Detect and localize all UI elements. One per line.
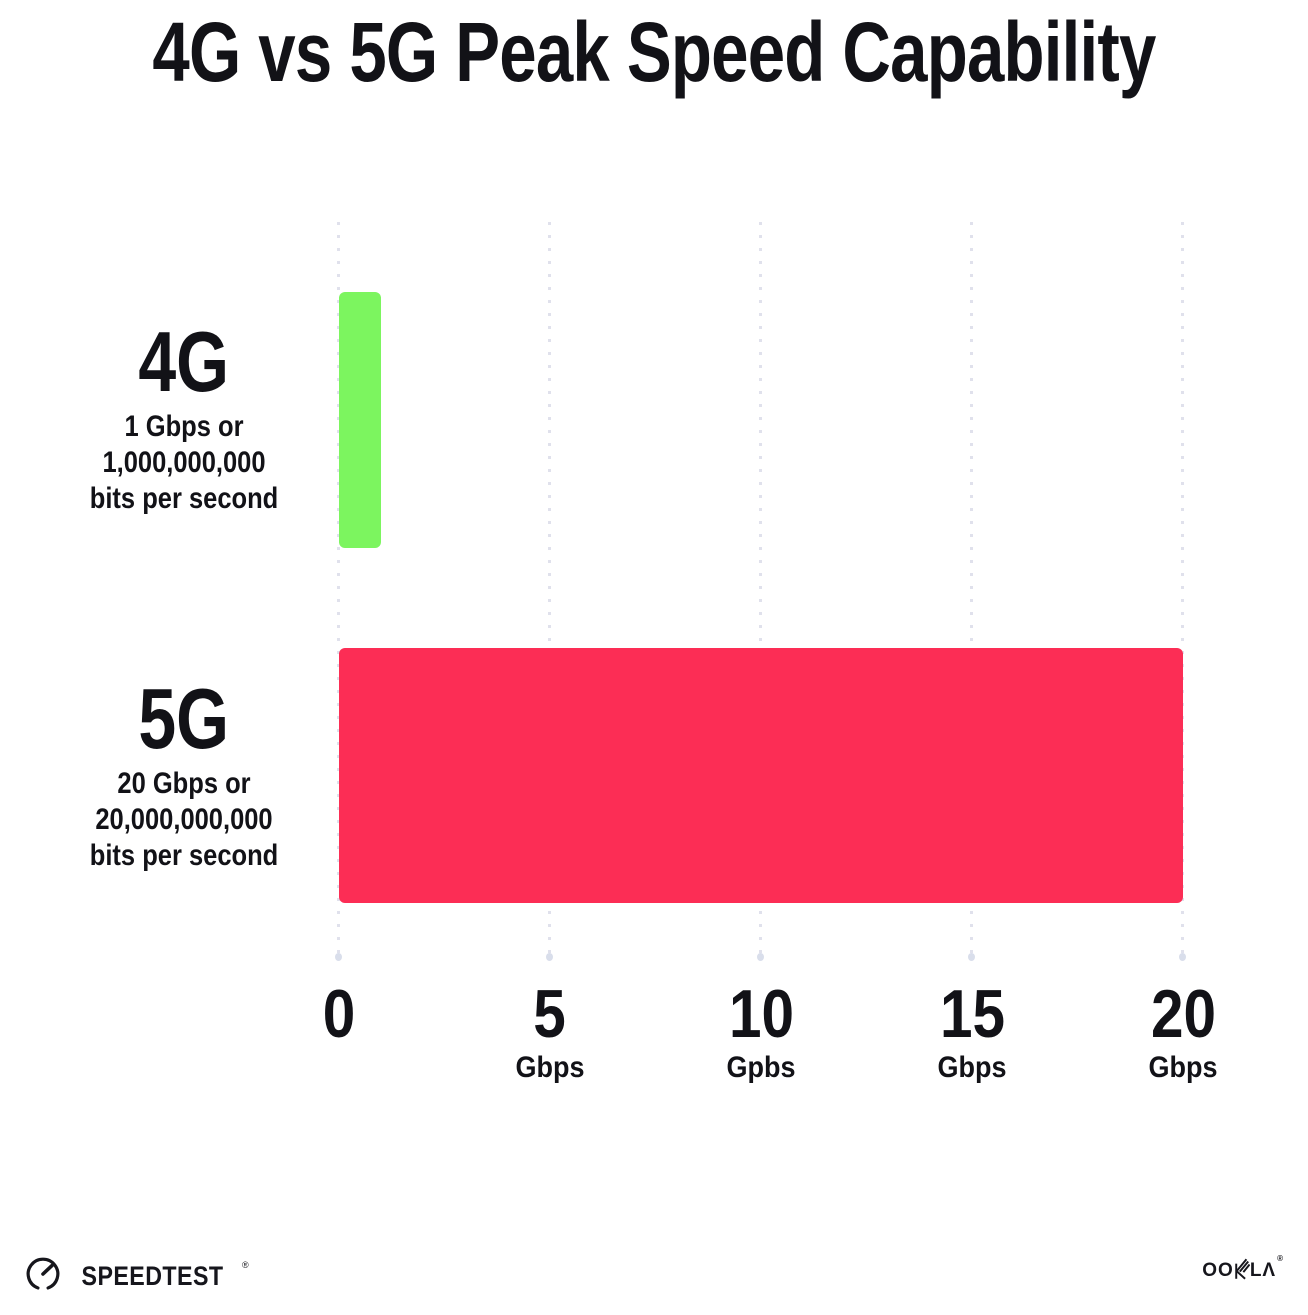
x-tick-5: 5 Gbps bbox=[512, 980, 589, 1085]
row-title-4g: 4G bbox=[138, 315, 230, 410]
ookla-logo: OO LΛ ® bbox=[1202, 1254, 1284, 1282]
row-sublabel-line: bits per second bbox=[89, 839, 279, 872]
speedtest-registered-mark: ® bbox=[242, 1260, 249, 1270]
x-tick-value: 10 bbox=[728, 976, 794, 1052]
row-sublabel-line: bits per second bbox=[89, 482, 279, 515]
row-subtitle-4g: 1 Gbps or 1,000,000,000 bits per second bbox=[28, 409, 340, 517]
row-subtitle-5g: 20 Gbps or 20,000,000,000 bits per secon… bbox=[28, 766, 340, 874]
x-tick-unit: Gpbs bbox=[726, 1051, 796, 1084]
x-tick-value: 0 bbox=[322, 976, 356, 1052]
gridline-end-dot bbox=[1179, 953, 1186, 961]
speedtest-gauge-icon bbox=[25, 1256, 61, 1297]
gridline-15gbps bbox=[968, 222, 975, 961]
gridline-5gbps bbox=[546, 222, 553, 961]
row-sublabel-line: 1,000,000,000 bbox=[102, 446, 266, 479]
x-tick-unit: Gbps bbox=[515, 1051, 585, 1084]
row-label-5g: 5G 20 Gbps or 20,000,000,000 bits per se… bbox=[28, 677, 340, 874]
speedtest-logo: SPEEDTEST ® bbox=[25, 1256, 249, 1297]
x-tick-value: 20 bbox=[1150, 976, 1216, 1052]
x-tick-unit: Gbps bbox=[937, 1051, 1007, 1084]
gridline-20gbps bbox=[1179, 222, 1186, 961]
ookla-registered-mark: ® bbox=[1277, 1254, 1284, 1263]
x-tick-value: 15 bbox=[939, 976, 1005, 1052]
gridline-end-dot bbox=[757, 953, 764, 961]
gridline-end-dot bbox=[968, 953, 975, 961]
row-sublabel-line: 1 Gbps or bbox=[124, 410, 244, 443]
bar-5g bbox=[339, 648, 1183, 903]
bar-4g bbox=[339, 292, 381, 548]
row-label-4g: 4G 1 Gbps or 1,000,000,000 bits per seco… bbox=[28, 320, 340, 517]
chart-title: 4G vs 5G Peak Speed Capability bbox=[152, 5, 1156, 99]
x-tick-10: 10 Gpbs bbox=[723, 980, 800, 1085]
x-tick-unit: Gbps bbox=[1148, 1051, 1218, 1084]
gridline-end-dot bbox=[546, 953, 553, 961]
ookla-wordmark-oo: OO bbox=[1202, 1260, 1234, 1281]
x-tick-unit bbox=[320, 1051, 358, 1085]
ookla-k-icon bbox=[1234, 1257, 1250, 1281]
row-sublabel-line: 20 Gbps or bbox=[117, 767, 251, 800]
ookla-wordmark-la: LΛ bbox=[1249, 1260, 1277, 1281]
gridline-10gbps bbox=[757, 222, 764, 961]
gridline-0gbps bbox=[335, 222, 342, 961]
row-title-5g: 5G bbox=[138, 672, 230, 767]
speedtest-wordmark: SPEEDTEST bbox=[81, 1261, 224, 1291]
x-tick-15: 15 Gbps bbox=[934, 980, 1011, 1085]
x-tick-20: 20 Gbps bbox=[1145, 980, 1222, 1085]
row-sublabel-line: 20,000,000,000 bbox=[95, 803, 273, 836]
x-tick-value: 5 bbox=[533, 976, 567, 1052]
x-tick-0: 0 bbox=[320, 980, 358, 1085]
gridline-end-dot bbox=[335, 953, 342, 961]
